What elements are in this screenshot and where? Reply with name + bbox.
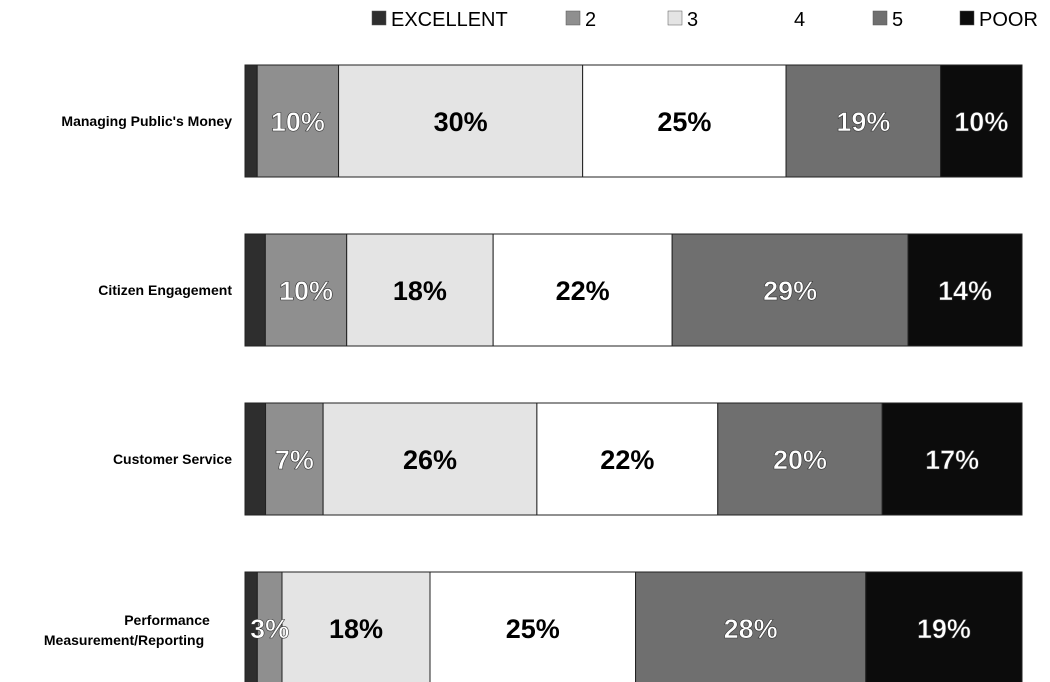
- bar-segment-3: [281, 571, 431, 682]
- bar-segment-poor: [865, 571, 1023, 682]
- data-label: 10%: [954, 107, 1008, 137]
- bar-segment-poor: [881, 402, 1023, 516]
- data-label: 10%: [279, 276, 333, 306]
- data-label: 22%: [600, 445, 654, 475]
- legend-3-label: 3: [687, 9, 698, 31]
- data-label: 18%: [329, 614, 383, 644]
- bar-segment-excellent: [244, 233, 266, 347]
- legend-poor-label: POOR: [979, 9, 1038, 31]
- data-label: 22%: [556, 276, 610, 306]
- category-labels: Managing Public's Money Citizen Engagemen…: [44, 113, 232, 648]
- bar-segment-excellent: [244, 402, 267, 516]
- legend-3-swatch: [667, 10, 683, 26]
- bar-segment-4: [536, 402, 719, 516]
- data-label: 28%: [724, 614, 778, 644]
- bar-segment-excellent: [244, 64, 258, 178]
- bar-segment-3: [338, 64, 584, 178]
- category-label: Customer Service: [113, 451, 232, 467]
- legend: EXCELLENT 2 3 4 5 POOR: [371, 9, 1038, 31]
- data-label: 30%: [434, 107, 488, 137]
- data-label: 20%: [773, 445, 827, 475]
- bar-segment-5: [635, 571, 867, 682]
- data-label: 7%: [275, 445, 314, 475]
- legend-excellent-label: EXCELLENT: [391, 9, 508, 31]
- bars: [244, 64, 1023, 682]
- category-label: Performance Measurement/Reporting: [44, 612, 210, 648]
- data-label: 25%: [657, 107, 711, 137]
- data-label: 18%: [393, 276, 447, 306]
- legend-2-swatch: [565, 10, 581, 26]
- data-label: 14%: [938, 276, 992, 306]
- legend-5-swatch: [872, 10, 888, 26]
- value-labels: 10% 30% 25% 19% 10% 10% 18% 22% 29% 14% 7% 26% 22% 20…: [250, 107, 1009, 645]
- data-label: 17%: [925, 445, 979, 475]
- bar-segment-5: [671, 233, 909, 347]
- legend-2-label: 2: [585, 9, 596, 31]
- data-label: 26%: [403, 445, 457, 475]
- legend-excellent-swatch: [371, 10, 387, 26]
- bar-segment-3: [322, 402, 538, 516]
- category-label: Managing Public's Money: [61, 113, 232, 129]
- bar-segment-poor: [907, 233, 1023, 347]
- bar-segment-4: [582, 64, 787, 178]
- bar-segment-poor: [940, 64, 1023, 178]
- legend-4-label: 4: [794, 9, 805, 31]
- bar-segment-4: [492, 233, 673, 347]
- data-label: 19%: [836, 107, 890, 137]
- bar-segment-5: [717, 402, 883, 516]
- legend-4-swatch: [774, 10, 790, 26]
- bar-segment-5: [785, 64, 942, 178]
- bar-segment-3: [346, 233, 494, 347]
- data-label: 19%: [917, 614, 971, 644]
- data-label: 29%: [763, 276, 817, 306]
- category-label: Citizen Engagement: [98, 282, 232, 298]
- data-label: 10%: [271, 107, 325, 137]
- bar-segment-4: [429, 571, 637, 682]
- bar-segment-2: [264, 233, 348, 347]
- legend-poor-swatch: [959, 10, 975, 26]
- data-label: 25%: [506, 614, 560, 644]
- legend-5-label: 5: [892, 9, 903, 31]
- data-label: 3%: [250, 614, 289, 644]
- bar-segment-2: [256, 64, 340, 178]
